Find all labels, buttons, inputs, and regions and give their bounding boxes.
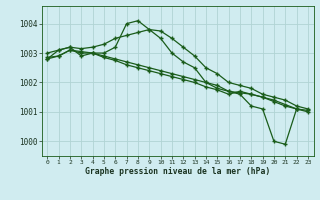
X-axis label: Graphe pression niveau de la mer (hPa): Graphe pression niveau de la mer (hPa) (85, 167, 270, 176)
